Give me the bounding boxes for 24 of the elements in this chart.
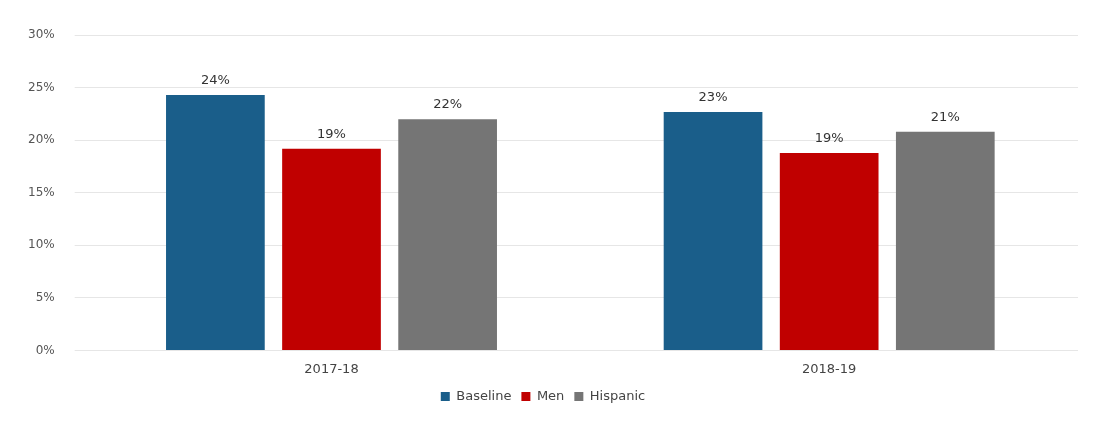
bar xyxy=(282,148,381,350)
bar xyxy=(895,131,995,350)
data-label: 24% xyxy=(200,71,230,87)
data-label: 23% xyxy=(698,88,728,104)
y-tick-label: 10% xyxy=(28,237,55,252)
y-tick-label: 25% xyxy=(28,79,55,94)
y-tick-label: 30% xyxy=(28,27,55,42)
y-tick-label: 15% xyxy=(28,184,55,199)
legend-label: Hispanic xyxy=(589,387,646,403)
legend-label: Men xyxy=(536,387,565,403)
data-label: 21% xyxy=(930,108,960,124)
bar xyxy=(663,111,763,350)
legend-label: Baseline xyxy=(456,387,512,403)
y-tick-label: 5% xyxy=(35,289,55,304)
data-label: 19% xyxy=(317,125,346,141)
data-label: 22% xyxy=(433,96,463,112)
bar xyxy=(779,152,879,350)
y-tick-label: 20% xyxy=(28,132,55,147)
x-tick-label: 2017-18 xyxy=(304,360,359,376)
y-tick-label: 0% xyxy=(35,342,55,357)
data-label: 19% xyxy=(814,129,844,145)
bar xyxy=(398,119,497,350)
x-tick-label: 2018-19 xyxy=(802,360,857,376)
bar xyxy=(166,95,265,350)
